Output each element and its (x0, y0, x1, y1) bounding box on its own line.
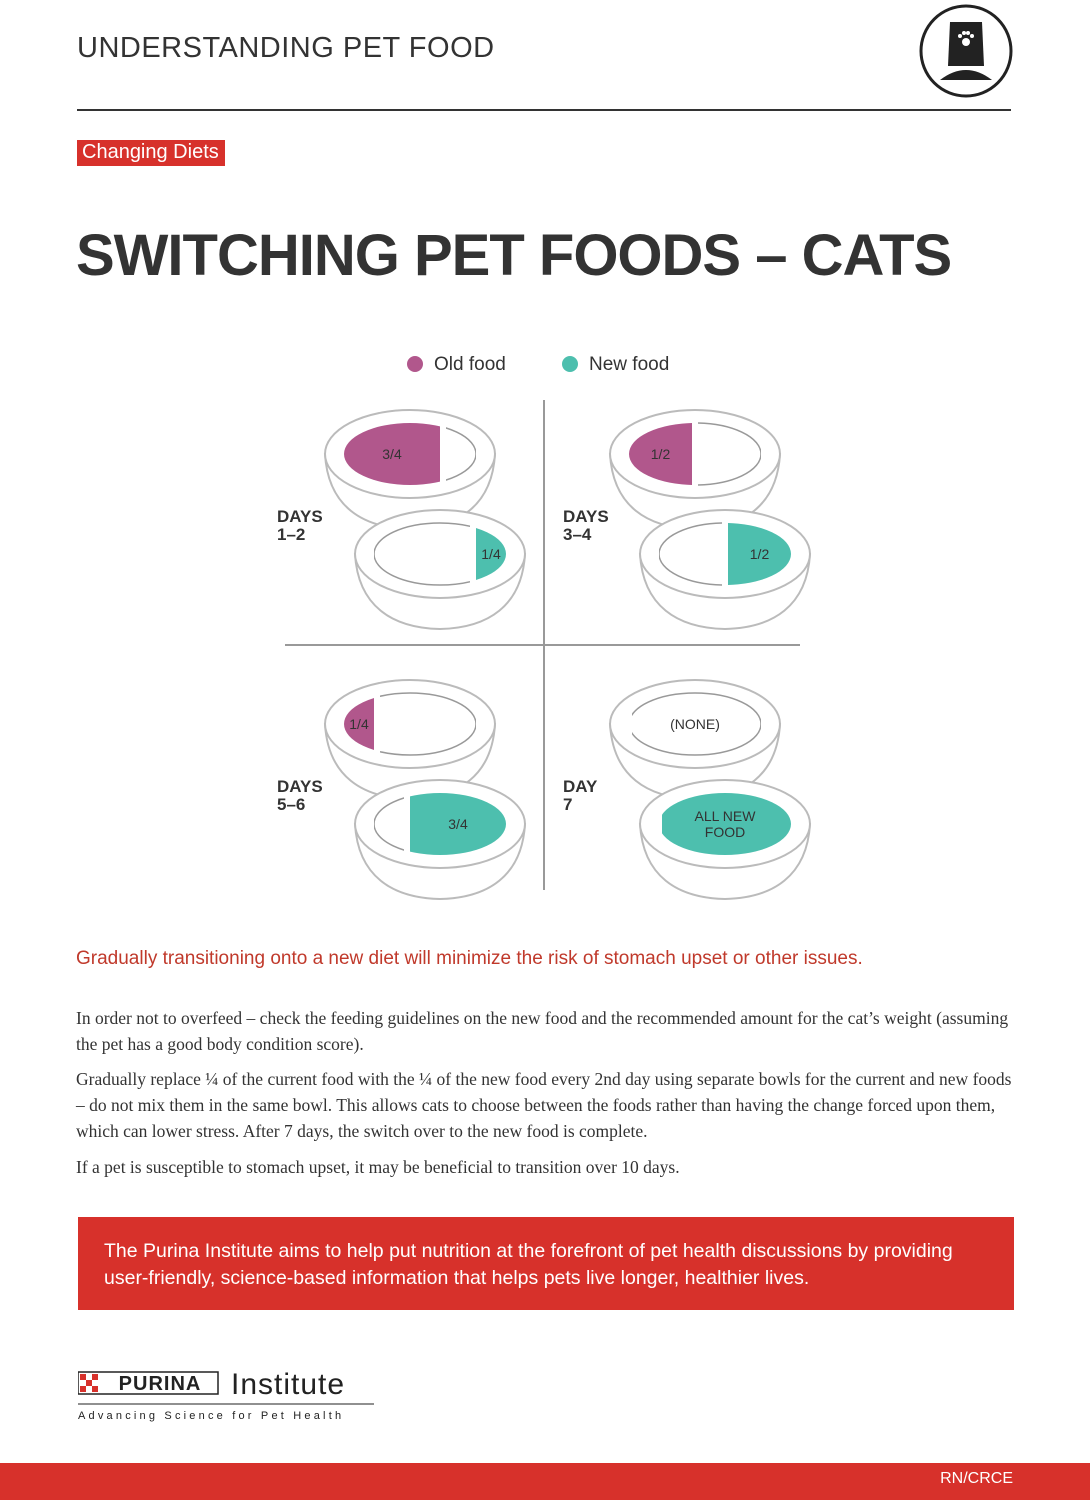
empty-portion (374, 797, 404, 851)
food-portion (410, 793, 506, 855)
empty-portion (659, 522, 722, 586)
day-label: DAYS (277, 777, 323, 796)
food-label-box: 3/4 (448, 816, 468, 832)
banner: The Purina Institute aims to help put nu… (78, 1217, 1014, 1310)
food-label-box: 1/2 (650, 446, 671, 462)
food-label: 1/2 (749, 546, 770, 562)
legend-label: Old food (434, 354, 506, 375)
paragraph: In order not to overfeed – check the fee… (76, 1008, 1009, 1054)
bowl: (NONE) (608, 679, 782, 801)
day-label: DAYS (563, 507, 609, 526)
bowl: 1/2 (638, 509, 812, 631)
page-title: SWITCHING PET FOODS – CATS (76, 223, 952, 288)
header-rule (77, 109, 1011, 111)
food-portion (476, 528, 506, 580)
food-label: 1/2 (650, 446, 671, 462)
day-range: 7 (563, 795, 572, 814)
lead-text: Gradually transitioning onto a new diet … (76, 948, 863, 969)
food-label: 3/4 (382, 446, 402, 462)
diagram: Old food New food3/41/4DAYS1–21/21/2DAYS3… (277, 354, 812, 901)
bowl: 1/2 (608, 409, 782, 531)
food-label-box: 1/4 (349, 716, 369, 732)
day-range: 5–6 (277, 795, 305, 814)
section-tag: Changing Diets (77, 140, 225, 166)
legend-swatch (562, 356, 578, 372)
food-label-box: ALL NEW FOOD (694, 808, 756, 840)
food-label: 1/4 (349, 716, 369, 732)
footer-code: RN/CRCE (940, 1470, 1013, 1487)
logo-tagline: Advancing Science for Pet Health (78, 1410, 344, 1422)
food-portion (662, 793, 791, 855)
bowl: ALL NEW FOOD (638, 779, 812, 901)
food-label-box: (NONE) (670, 716, 720, 732)
empty-portion (374, 522, 470, 586)
logo-institute: Institute (231, 1370, 345, 1401)
food-label: (NONE) (670, 716, 720, 732)
day-label: DAY (563, 777, 598, 796)
food-portion (728, 523, 791, 585)
empty-portion (698, 422, 761, 486)
bowl: 3/4 (353, 779, 527, 901)
food-label: 3/4 (448, 816, 468, 832)
day-range: 3–4 (563, 525, 592, 544)
day-range: 1–2 (277, 525, 305, 544)
food-portion (344, 698, 374, 750)
empty-portion (380, 692, 476, 756)
bowl: 1/4 (323, 679, 497, 801)
food-label-box: 1/4 (481, 546, 501, 562)
logo: PURINA Institute Advancing Science for P… (78, 1370, 374, 1422)
food-label-box: 1/2 (749, 546, 770, 562)
empty-portion (632, 692, 761, 756)
header-icon (919, 4, 1013, 98)
empty-portion (446, 427, 476, 481)
paragraph: Gradually replace ¼ of the current food … (76, 1069, 1012, 1141)
food-label: ALL NEW FOOD (694, 808, 756, 840)
bowl: 1/4 (353, 509, 527, 631)
food-label-box: 3/4 (382, 446, 402, 462)
header-title: UNDERSTANDING PET FOOD (77, 32, 495, 64)
logo-brand: PURINA (119, 1373, 202, 1395)
legend-label: New food (589, 354, 669, 375)
food-portion (629, 423, 692, 485)
food-label: 1/4 (481, 546, 501, 562)
paragraph: If a pet is susceptible to stomach upset… (76, 1157, 680, 1177)
bowl: 3/4 (323, 409, 497, 531)
day-label: DAYS (277, 507, 323, 526)
footer-bar (0, 1463, 1090, 1500)
food-portion (344, 423, 440, 485)
legend-swatch (407, 356, 423, 372)
